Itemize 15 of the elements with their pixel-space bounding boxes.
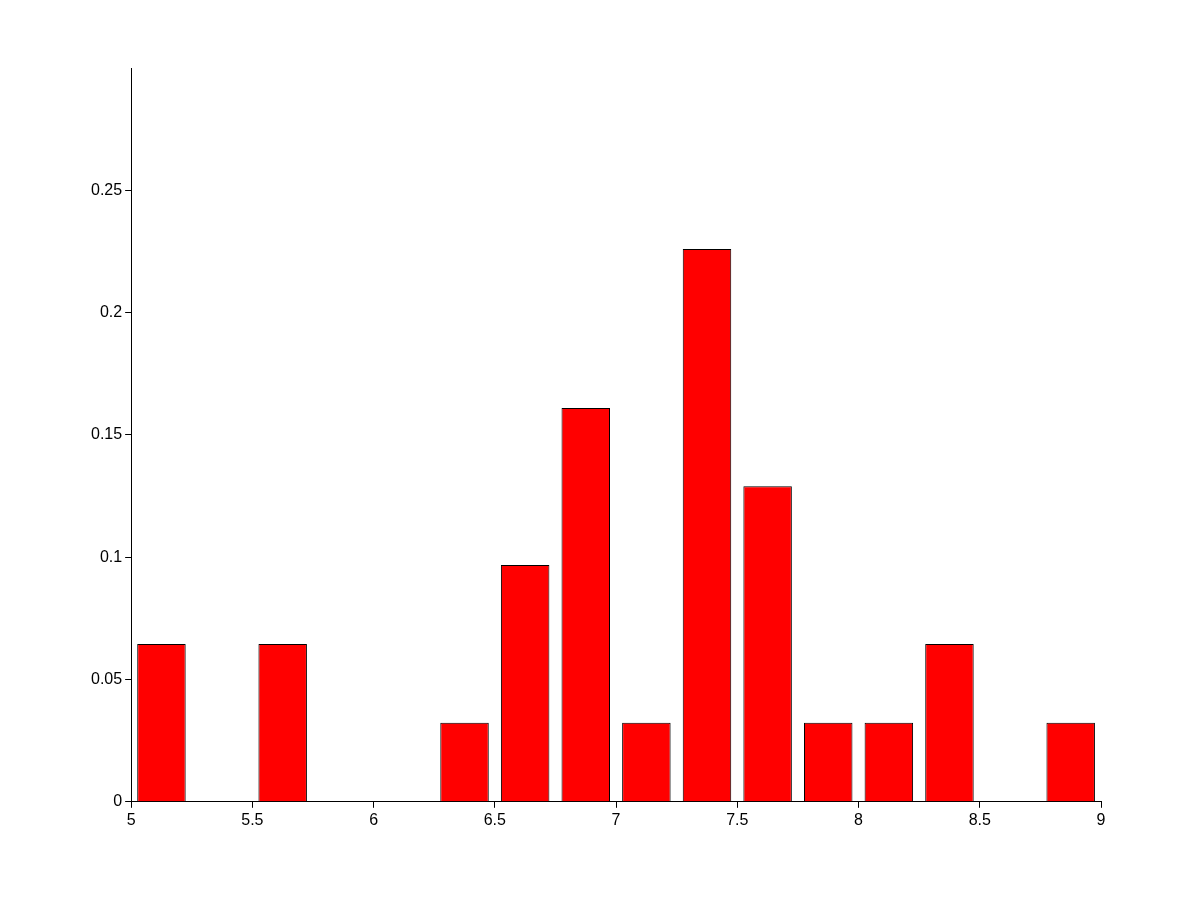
y-tick-label: 0.2 xyxy=(99,303,123,321)
x-tick-label: 5.5 xyxy=(241,810,264,828)
y-tick-label: 0.15 xyxy=(91,425,123,443)
y-tick-label: 0.25 xyxy=(91,180,123,198)
x-tick-label: 6 xyxy=(369,810,379,828)
y-tick-label: 0.05 xyxy=(91,669,123,687)
x-tick-label: 5 xyxy=(126,810,136,828)
x-tick-label: 7.5 xyxy=(726,810,749,828)
x-tick-label: 8.5 xyxy=(968,810,991,828)
x-tick-label: 9 xyxy=(1096,810,1106,828)
y-tick-label: 0 xyxy=(113,792,123,810)
x-tick-label: 6.5 xyxy=(483,810,507,828)
y-tick-label: 0.1 xyxy=(99,547,123,565)
x-tick-label: 7 xyxy=(611,810,621,828)
x-tick-label: 8 xyxy=(854,810,864,828)
